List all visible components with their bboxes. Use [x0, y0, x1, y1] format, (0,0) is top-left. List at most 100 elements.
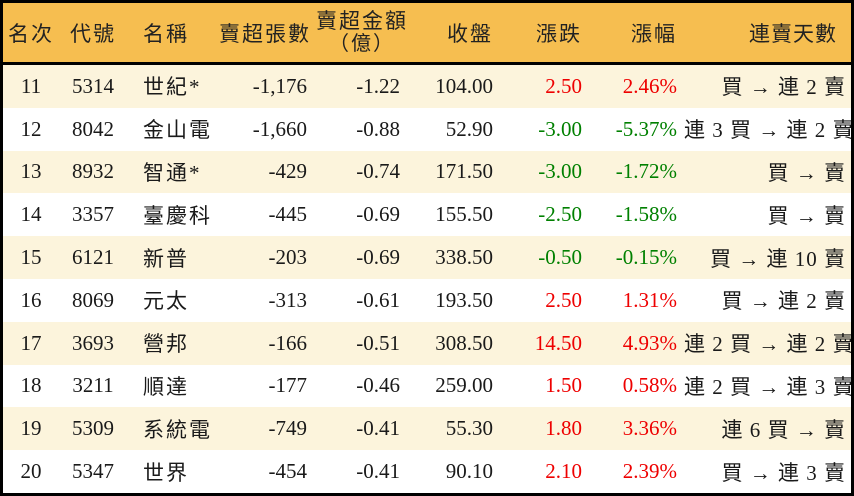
- code-cell: 5347: [72, 459, 114, 484]
- close-cell: 55.30: [445, 416, 493, 441]
- name-cell: 金山電: [143, 118, 212, 143]
- header-name: 名稱: [143, 21, 189, 46]
- change-cell: 2.50: [545, 73, 582, 98]
- change-pct-cell: -1.58%: [615, 202, 677, 227]
- close-cell: 171.50: [435, 159, 493, 184]
- header-close: 收盤: [447, 21, 493, 46]
- rank-cell: 13: [20, 159, 42, 184]
- streak-cell: 買 → 賣: [767, 203, 846, 228]
- code-cell: 8069: [72, 287, 114, 312]
- close-cell: 104.00: [435, 73, 493, 98]
- sell-amount-cell: -1.22: [356, 73, 400, 98]
- table-body: 11 5314 世紀* -1,176 -1.22 104.00 2.50 2.4…: [3, 65, 851, 493]
- table-row: 16 8069 元太 -313 -0.61 193.50 2.50 1.31% …: [3, 278, 851, 322]
- close-cell: 338.50: [435, 245, 493, 270]
- close-cell: 308.50: [435, 330, 493, 355]
- header-sell-amount-main: 賣超金額: [316, 9, 408, 33]
- sell-amount-cell: -0.51: [356, 330, 400, 355]
- close-cell: 155.50: [435, 202, 493, 227]
- rank-cell: 20: [20, 459, 42, 484]
- change-pct-cell: 0.58%: [622, 373, 677, 398]
- table-row: 15 6121 新普 -203 -0.69 338.50 -0.50 -0.15…: [3, 236, 851, 279]
- change-cell: 1.50: [545, 373, 582, 398]
- header-sell-volume: 賣超張數: [219, 21, 311, 46]
- code-cell: 3357: [72, 202, 114, 227]
- close-cell: 259.00: [435, 373, 493, 398]
- sell-volume-cell: -166: [268, 330, 308, 355]
- change-cell: -3.00: [538, 116, 582, 141]
- rank-cell: 17: [20, 330, 42, 355]
- table-row: 14 3357 臺慶科 -445 -0.69 155.50 -2.50 -1.5…: [3, 193, 851, 237]
- sell-amount-cell: -0.74: [356, 159, 400, 184]
- streak-cell: 買 → 賣: [767, 160, 846, 185]
- streak-cell: 買 → 連 3 賣: [721, 460, 846, 485]
- change-cell: -2.50: [538, 202, 582, 227]
- change-pct-cell: 3.36%: [622, 416, 677, 441]
- name-cell: 新普: [143, 246, 189, 271]
- table-row: 13 8932 智通* -429 -0.74 171.50 -3.00 -1.7…: [3, 150, 851, 194]
- rank-cell: 12: [20, 116, 42, 141]
- name-cell: 順達: [143, 374, 189, 399]
- header-rank: 名次: [8, 21, 54, 46]
- streak-cell: 買 → 連 2 賣: [721, 289, 846, 314]
- close-cell: 193.50: [435, 287, 493, 312]
- sell-volume-cell: -429: [268, 159, 308, 184]
- change-pct-cell: -0.15%: [615, 245, 677, 270]
- sell-volume-cell: -177: [268, 373, 308, 398]
- code-cell: 5314: [72, 73, 114, 98]
- streak-cell: 連 2 買 → 連 2 賣: [684, 332, 851, 357]
- change-pct-cell: 2.39%: [622, 459, 677, 484]
- change-pct-cell: -1.72%: [615, 159, 677, 184]
- header-streak: 連賣天數: [749, 21, 837, 46]
- table-row: 19 5309 系統電 -749 -0.41 55.30 1.80 3.36% …: [3, 407, 851, 451]
- sell-amount-cell: -0.61: [356, 287, 400, 312]
- change-pct-cell: -5.37%: [615, 116, 677, 141]
- change-cell: -0.50: [538, 245, 582, 270]
- name-cell: 世界: [143, 460, 189, 485]
- streak-cell: 買 → 連 10 賣: [710, 246, 846, 271]
- streak-cell: 買 → 連 2 賣: [721, 75, 846, 100]
- change-cell: 1.80: [545, 416, 582, 441]
- sell-volume-cell: -454: [268, 459, 308, 484]
- table-row: 18 3211 順達 -177 -0.46 259.00 1.50 0.58% …: [3, 364, 851, 408]
- rank-cell: 19: [20, 416, 42, 441]
- change-cell: 2.50: [545, 287, 582, 312]
- code-cell: 3211: [72, 373, 114, 398]
- table-row: 11 5314 世紀* -1,176 -1.22 104.00 2.50 2.4…: [3, 65, 851, 108]
- sell-amount-cell: -0.69: [356, 202, 400, 227]
- rank-cell: 15: [20, 245, 42, 270]
- change-pct-cell: 2.46%: [622, 73, 677, 98]
- table-row: 12 8042 金山電 -1,660 -0.88 52.90 -3.00 -5.…: [3, 107, 851, 151]
- sell-amount-cell: -0.69: [356, 245, 400, 270]
- change-pct-cell: 1.31%: [622, 287, 677, 312]
- code-cell: 5309: [72, 416, 114, 441]
- sell-amount-cell: -0.88: [356, 116, 400, 141]
- change-pct-cell: 4.93%: [622, 330, 677, 355]
- change-cell: -3.00: [538, 159, 582, 184]
- sell-volume-cell: -313: [268, 287, 308, 312]
- sell-volume-cell: -749: [268, 416, 308, 441]
- sell-volume-cell: -1,176: [252, 73, 307, 98]
- rank-cell: 18: [20, 373, 42, 398]
- close-cell: 52.90: [445, 116, 493, 141]
- table-header-row: 名次 代號 名稱 賣超張數 賣超金額 （億） 收盤 漲跌 漲幅 連賣天數: [3, 3, 851, 65]
- streak-cell: 連 3 買 → 連 2 賣: [684, 118, 851, 143]
- name-cell: 元太: [143, 289, 189, 314]
- code-cell: 8932: [72, 159, 114, 184]
- streak-cell: 連 6 買 → 賣: [721, 417, 846, 442]
- sell-volume-cell: -1,660: [252, 116, 307, 141]
- sell-volume-cell: -203: [268, 245, 308, 270]
- header-sell-amount-unit: （億）: [329, 33, 395, 56]
- streak-cell: 連 2 買 → 連 3 賣: [684, 374, 851, 399]
- rank-cell: 16: [20, 287, 42, 312]
- name-cell: 系統電: [143, 417, 212, 442]
- header-sell-amount: 賣超金額 （億）: [314, 10, 410, 55]
- rank-cell: 14: [20, 202, 42, 227]
- header-change: 漲跌: [536, 21, 582, 46]
- name-cell: 臺慶科: [143, 203, 212, 228]
- sell-amount-cell: -0.41: [356, 459, 400, 484]
- sell-volume-cell: -445: [268, 202, 308, 227]
- sell-amount-cell: -0.41: [356, 416, 400, 441]
- sell-amount-cell: -0.46: [356, 373, 400, 398]
